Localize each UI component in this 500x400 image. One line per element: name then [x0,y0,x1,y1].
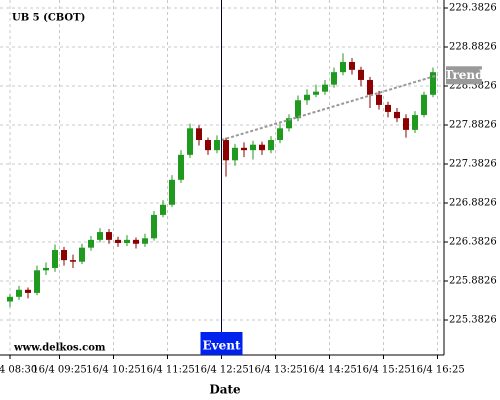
candle-body [376,94,382,105]
candle-body [187,128,193,155]
x-tick-label: 16/4 16:25 [410,365,464,376]
candle-body [349,62,355,70]
candle-body [196,128,202,141]
candle-body [214,140,220,151]
candle-body [295,100,301,119]
candle-body [268,140,274,151]
candle-body [142,238,148,244]
y-tick-label: 228.8826 [449,41,497,52]
candle-body [79,247,85,262]
trend-label-box [446,66,482,85]
candle-body [124,239,130,243]
candle-body [250,144,256,151]
candle-body [322,84,328,92]
candle-body [205,140,211,151]
chart-title: UB 5 (CBOT) [12,13,85,24]
candle-body [25,289,31,293]
y-tick-label: 227.8826 [449,119,497,130]
x-tick-label: 16/4 10:25 [86,365,140,376]
candle-body [331,72,337,85]
x-tick-label: 16/4 13:25 [248,365,302,376]
candle-body [340,62,346,73]
candle-body [259,144,265,151]
candle-body [115,239,121,243]
y-tick-label: 229.3826 [449,2,497,13]
candle-body [358,69,364,80]
trend-line [221,74,438,141]
candle-body [304,94,310,101]
candle-body [43,267,49,271]
candle-body [97,232,103,240]
candle-body [412,115,418,130]
x-tick-label: 16/4 08:30 [0,365,37,376]
candle-body [61,250,67,261]
candle-body [52,250,58,268]
x-tick-label: 16/4 15:25 [356,365,410,376]
x-tick-label: 16/4 09:25 [32,365,86,376]
x-tick-label: 16/4 11:25 [140,365,194,376]
y-tick-label: 225.3826 [449,315,497,326]
candle-body [385,104,391,112]
candle-body [241,147,247,151]
event-label: Event [202,339,240,353]
candle-body [286,118,292,129]
candle-body [169,179,175,205]
candle-body [160,204,166,215]
candle-body [106,232,112,240]
candle-body [232,147,238,161]
event-label-box [200,332,243,355]
x-tick-label: 16/4 14:25 [302,365,356,376]
y-tick-label: 228.3826 [449,80,497,91]
x-axis-label: Date [209,383,241,397]
trend-label: Trend [444,68,484,82]
candle-body [34,270,40,293]
candle-body [178,154,184,180]
watermark: www.delkos.com [13,343,106,354]
candle-body [133,239,139,244]
candle-body [16,289,22,297]
y-tick-label: 227.3826 [449,158,497,169]
candle-body [70,260,76,262]
marks [7,53,436,307]
candle-body [7,296,13,302]
y-tick-label: 226.3826 [449,237,497,248]
y-tick-label: 225.8826 [449,276,497,287]
x-tick-label: 16/4 12:25 [194,365,248,376]
candle-body [88,239,94,248]
candle-body [394,111,400,119]
candle-body [403,118,409,130]
y-tick-label: 226.8826 [449,197,497,208]
candle-body [313,91,319,95]
candle-body [367,79,373,95]
candle-body [430,72,436,95]
candle-body [223,140,229,161]
candle-body [421,94,427,116]
candle-body [277,128,283,141]
candle-body [151,214,157,239]
